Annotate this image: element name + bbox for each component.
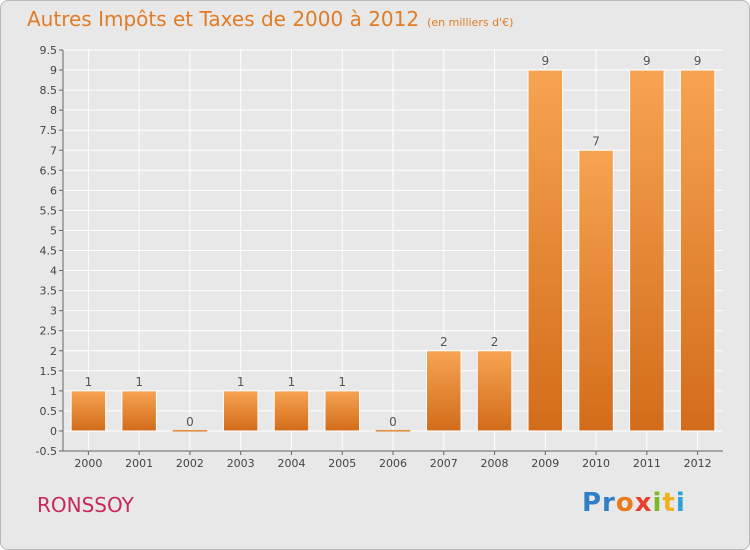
y-tick-label: 5: [50, 224, 57, 237]
y-tick-label: 3: [50, 305, 57, 318]
x-tick-label: 2011: [633, 457, 661, 470]
y-tick-label: 5.5: [40, 204, 58, 217]
y-tick-label: 3.5: [40, 285, 58, 298]
data-label: 0: [186, 415, 194, 429]
logo-part: i: [652, 488, 663, 518]
logo-part: Pr: [582, 488, 616, 518]
bar: [375, 429, 411, 432]
x-tick-label: 2002: [176, 457, 204, 470]
y-tick-label: 8.5: [40, 84, 58, 97]
y-tick-label: 7: [50, 144, 57, 157]
y-tick-label: 1: [50, 385, 57, 398]
y-tick-label: -0.5: [36, 445, 57, 458]
x-tick-label: 2007: [430, 457, 458, 470]
logo-part: o: [615, 488, 635, 518]
x-tick-label: 2006: [379, 457, 407, 470]
logo-part: t: [662, 488, 676, 518]
y-tick-label: 0.5: [40, 405, 58, 418]
data-label: 2: [440, 335, 448, 349]
data-label: 1: [135, 375, 143, 389]
y-tick-label: 4.5: [40, 245, 58, 258]
data-label: 1: [85, 375, 93, 389]
y-tick-label: 9: [50, 64, 57, 77]
proxiti-logo: Proxiti: [582, 488, 686, 518]
y-tick-label: 8: [50, 104, 57, 117]
data-label: 9: [694, 54, 702, 68]
x-tick-label: 2003: [227, 457, 255, 470]
bar: [70, 390, 107, 432]
bar: [121, 390, 157, 432]
y-tick-label: 4: [50, 265, 57, 278]
x-tick-label: 2000: [74, 457, 102, 470]
y-tick-label: 2: [50, 345, 57, 358]
logo-part: x: [634, 488, 653, 518]
y-tick-label: 0: [50, 425, 57, 438]
bar: [172, 429, 208, 432]
y-tick-label: 9.5: [40, 44, 58, 57]
x-tick-label: 2012: [684, 457, 712, 470]
y-tick-label: 7.5: [40, 124, 58, 137]
bar: [222, 390, 259, 432]
bar: [629, 69, 665, 432]
bar: [578, 149, 614, 432]
data-label: 9: [643, 54, 651, 68]
data-label: 0: [389, 415, 397, 429]
x-tick-label: 2008: [481, 457, 509, 470]
bar: [527, 69, 564, 432]
chart-title: Autres Impôts et Taxes de 2000 à 2012 (en…: [27, 7, 513, 31]
chart-unit-text: (en milliers d'€): [427, 16, 514, 29]
y-tick-label: 1.5: [40, 365, 58, 378]
bar: [273, 390, 310, 432]
y-tick-label: 6.5: [40, 164, 58, 177]
x-tick-label: 2009: [531, 457, 559, 470]
data-label: 7: [592, 134, 600, 148]
data-label: 1: [338, 375, 346, 389]
bar: [476, 350, 513, 432]
x-tick-label: 2005: [328, 457, 356, 470]
x-tick-label: 2010: [582, 457, 610, 470]
data-label: 2: [491, 335, 499, 349]
y-tick-label: 6: [50, 184, 57, 197]
bar: [324, 390, 360, 432]
data-label: 1: [288, 375, 296, 389]
x-tick-label: 2001: [125, 457, 153, 470]
data-label: 9: [541, 54, 549, 68]
place-name: RONSSOY: [37, 493, 134, 517]
bar: [679, 69, 716, 432]
x-tick-label: 2004: [277, 457, 305, 470]
chart-title-text: Autres Impôts et Taxes de 2000 à 2012: [27, 7, 420, 31]
y-tick-label: 2.5: [40, 325, 58, 338]
data-label: 1: [237, 375, 245, 389]
logo-part: i: [675, 488, 686, 518]
bar: [426, 350, 462, 432]
